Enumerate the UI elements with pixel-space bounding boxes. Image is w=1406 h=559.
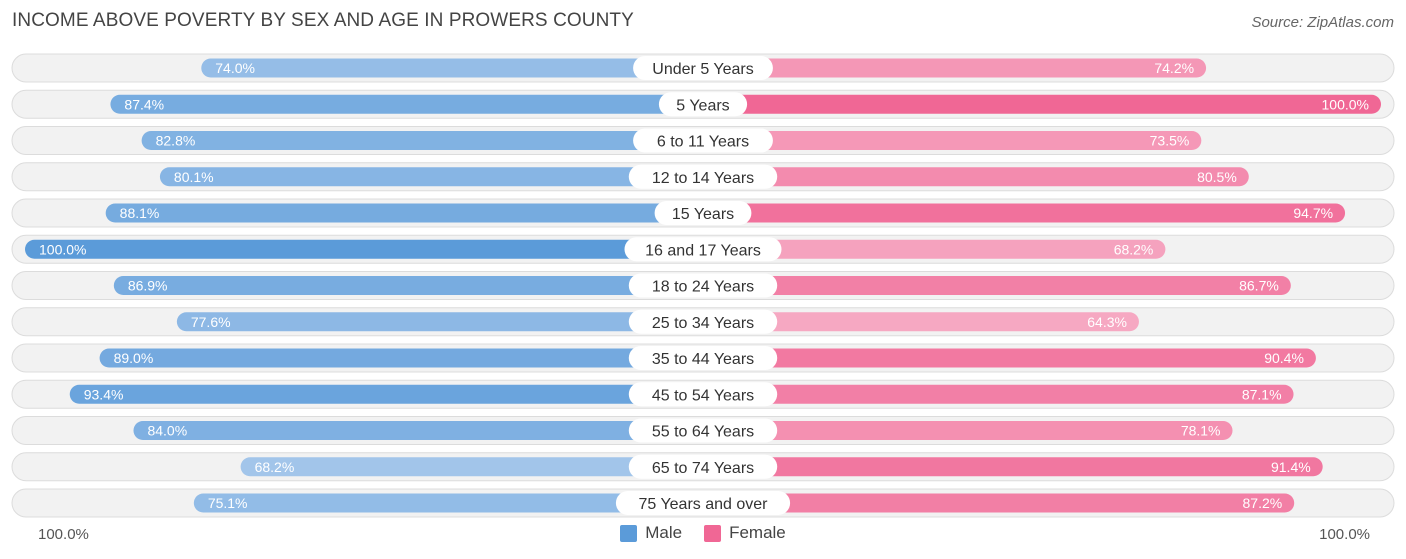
male-value-label: 82.8% bbox=[156, 133, 196, 149]
female-bar bbox=[703, 203, 1346, 223]
male-value-label: 84.0% bbox=[147, 423, 187, 439]
female-value-label: 80.5% bbox=[1197, 169, 1237, 185]
female-bar bbox=[703, 493, 1295, 513]
category-pill bbox=[628, 309, 778, 334]
male-bar bbox=[25, 239, 703, 259]
male-bar bbox=[159, 167, 703, 187]
category-pill bbox=[654, 201, 752, 225]
category-pill bbox=[658, 92, 748, 117]
female-bar bbox=[703, 167, 1249, 187]
legend: Male Female bbox=[0, 523, 1406, 543]
female-bar bbox=[703, 58, 1207, 78]
female-value-label: 90.4% bbox=[1264, 350, 1304, 366]
male-value-label: 77.6% bbox=[191, 314, 231, 330]
male-value-label: 75.1% bbox=[208, 495, 248, 511]
female-bar bbox=[703, 94, 1381, 114]
male-value-label: 86.9% bbox=[128, 278, 168, 294]
male-bar bbox=[193, 493, 703, 513]
category-pill bbox=[633, 128, 773, 153]
category-pill bbox=[628, 346, 778, 370]
category-pill bbox=[633, 56, 773, 80]
female-bar bbox=[703, 239, 1166, 259]
chart-title: INCOME ABOVE POVERTY BY SEX AND AGE IN P… bbox=[12, 10, 634, 31]
male-value-label: 93.4% bbox=[84, 386, 124, 402]
male-swatch bbox=[620, 524, 638, 542]
category-label: 55 to 64 Years bbox=[652, 424, 754, 441]
category-pill bbox=[628, 418, 778, 443]
category-pill bbox=[628, 454, 778, 479]
legend-male-label: Male bbox=[645, 523, 683, 542]
male-bar bbox=[110, 94, 704, 114]
male-value-label: 87.4% bbox=[124, 96, 164, 112]
category-pill bbox=[628, 164, 778, 189]
male-value-label: 88.1% bbox=[120, 205, 160, 221]
female-swatch bbox=[704, 524, 722, 542]
female-value-label: 64.3% bbox=[1087, 314, 1127, 330]
male-value-label: 80.1% bbox=[174, 169, 214, 185]
category-label: 25 to 34 Years bbox=[652, 315, 754, 332]
legend-female-label: Female bbox=[729, 523, 786, 542]
female-value-label: 87.2% bbox=[1243, 495, 1283, 511]
category-label: 12 to 14 Years bbox=[652, 170, 754, 187]
category-label: 16 and 17 Years bbox=[645, 242, 761, 259]
category-label: 35 to 44 Years bbox=[652, 351, 754, 368]
male-bar bbox=[201, 58, 703, 78]
category-label: 5 Years bbox=[676, 97, 729, 114]
female-value-label: 73.5% bbox=[1150, 133, 1190, 149]
female-bar bbox=[703, 348, 1316, 368]
category-pill bbox=[628, 382, 778, 407]
female-bar bbox=[703, 421, 1233, 440]
female-value-label: 100.0% bbox=[1322, 96, 1369, 112]
female-value-label: 91.4% bbox=[1271, 459, 1311, 475]
female-value-label: 78.1% bbox=[1181, 423, 1221, 439]
chart-canvas: 74.0% 74.2% Under 5 Years 87.4% 100.0% 5 Year… bbox=[11, 53, 1395, 518]
legend-item-male[interactable]: Male bbox=[620, 523, 682, 543]
category-pill bbox=[628, 273, 778, 298]
category-label: 65 to 74 Years bbox=[652, 460, 754, 477]
male-value-label: 68.2% bbox=[255, 459, 295, 475]
female-value-label: 86.7% bbox=[1239, 278, 1279, 294]
male-value-label: 74.0% bbox=[215, 60, 255, 76]
female-bar bbox=[703, 131, 1202, 150]
category-pill bbox=[624, 237, 782, 262]
male-bar bbox=[176, 312, 703, 332]
category-label: 45 to 54 Years bbox=[652, 387, 754, 404]
male-bar bbox=[69, 384, 704, 404]
category-label: 75 Years and over bbox=[639, 496, 769, 513]
male-value-label: 89.0% bbox=[114, 350, 154, 366]
category-label: Under 5 Years bbox=[652, 61, 753, 78]
female-value-label: 68.2% bbox=[1114, 241, 1154, 257]
female-value-label: 87.1% bbox=[1242, 386, 1282, 402]
axis-left-label: 100.0% bbox=[38, 526, 89, 543]
category-label: 6 to 11 Years bbox=[657, 134, 749, 151]
female-bar bbox=[703, 312, 1139, 332]
female-bar bbox=[703, 457, 1323, 477]
male-bar bbox=[113, 276, 704, 295]
female-value-label: 74.2% bbox=[1154, 60, 1194, 76]
male-bar bbox=[133, 421, 704, 440]
male-bar bbox=[240, 457, 703, 477]
axis-right-label: 100.0% bbox=[1319, 526, 1370, 543]
category-label: 18 to 24 Years bbox=[652, 279, 754, 296]
female-bar bbox=[703, 276, 1291, 295]
category-pill bbox=[615, 491, 791, 515]
female-value-label: 94.7% bbox=[1293, 205, 1333, 221]
source-note: Source: ZipAtlas.com bbox=[1251, 14, 1394, 31]
male-bar bbox=[99, 348, 703, 368]
female-bar bbox=[703, 384, 1294, 404]
male-bar bbox=[141, 131, 704, 150]
legend-item-female[interactable]: Female bbox=[704, 523, 786, 543]
male-bar bbox=[105, 203, 703, 223]
male-value-label: 100.0% bbox=[39, 241, 86, 257]
category-label: 15 Years bbox=[672, 206, 734, 223]
